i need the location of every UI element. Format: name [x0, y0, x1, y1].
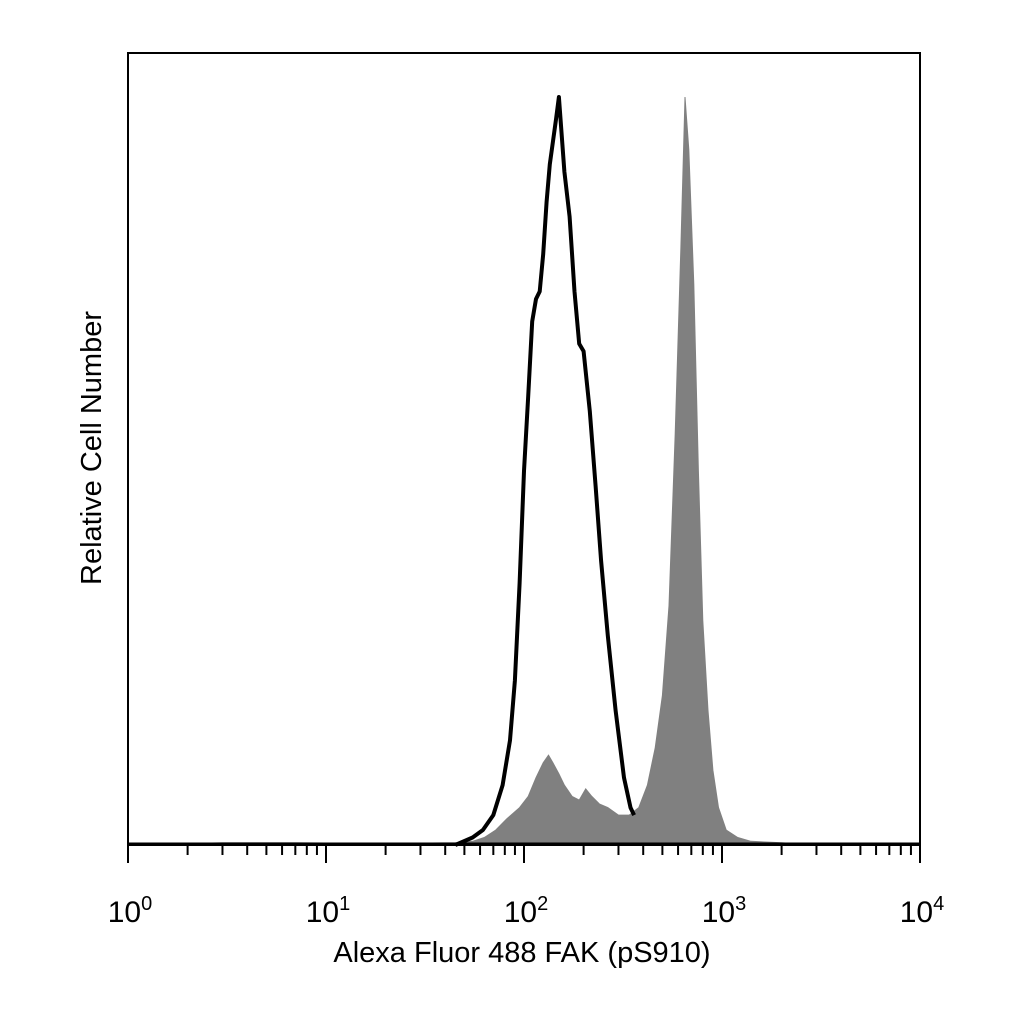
x-tick-label: 101: [306, 893, 351, 929]
x-tick-label: 100: [108, 893, 153, 929]
x-axis-title: Alexa Fluor 488 FAK (pS910): [333, 937, 710, 969]
x-tick-label: 104: [900, 893, 945, 929]
x-axis-ticks: [127, 845, 921, 863]
x-tick-label: 103: [702, 893, 747, 929]
x-tick-label: 102: [504, 893, 549, 929]
plot-marks: [127, 95, 921, 847]
x-axis-tick-labels: 100 101 102 103 104: [108, 893, 945, 929]
outline-histogram: [454, 95, 636, 847]
filled-histogram: [127, 96, 921, 846]
y-axis-title: Relative Cell Number: [76, 311, 108, 585]
